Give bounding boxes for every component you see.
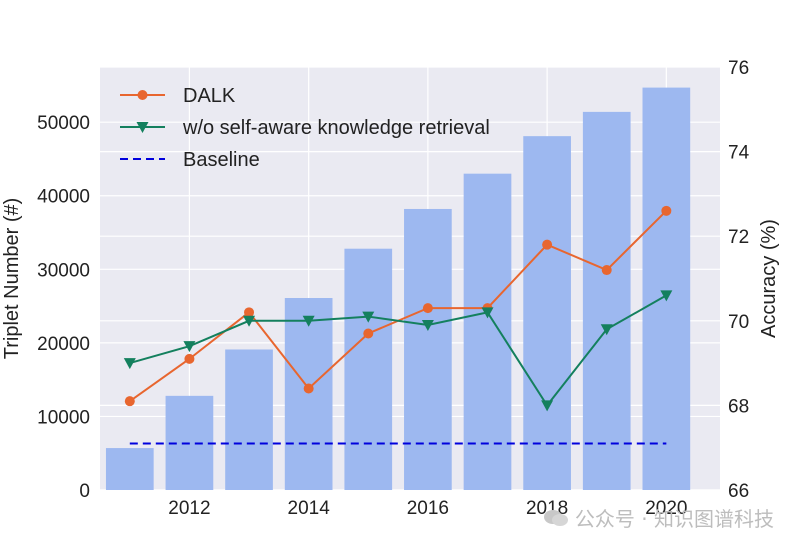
bar-2014 xyxy=(284,297,333,490)
y-tick-right-74: 74 xyxy=(728,143,750,164)
y-tick-left-40000: 40000 xyxy=(37,187,90,208)
series-line-1 xyxy=(129,294,667,408)
point-s1-2017 xyxy=(481,307,494,319)
watermark-text: 公众号 · 知识图谱科技 xyxy=(574,507,774,531)
legend-marker-0 xyxy=(137,90,148,100)
point-s1-2014 xyxy=(302,315,315,327)
point-s0-2013 xyxy=(244,307,255,318)
x-tick-2016: 2016 xyxy=(407,498,449,519)
point-s1-2015 xyxy=(362,311,375,323)
series-lines xyxy=(123,205,673,445)
point-s1-2016 xyxy=(421,320,434,332)
legend: DALK w/o self-aware knowledge retrieval Ba… xyxy=(120,85,490,171)
bar-2020 xyxy=(642,87,691,490)
wechat-icon xyxy=(543,509,568,526)
point-s0-2018 xyxy=(542,239,553,250)
y-tick-left-30000: 30000 xyxy=(37,260,90,281)
y-tick-left-50000: 50000 xyxy=(37,113,90,134)
y-axis-label-left: Triplet Number (#) xyxy=(1,198,23,360)
point-s0-2016 xyxy=(422,303,433,314)
legend-label-0: DALK xyxy=(183,85,236,107)
x-tick-2020: 2020 xyxy=(645,498,687,519)
point-s0-2014 xyxy=(303,383,314,394)
watermark: 公众号 · 知识图谱科技 xyxy=(543,503,774,532)
y-tick-right-66: 66 xyxy=(728,481,749,502)
point-s1-2019 xyxy=(600,324,613,336)
bar-2018 xyxy=(523,136,571,490)
point-s1-2018 xyxy=(541,400,554,412)
bar-2013 xyxy=(225,349,273,490)
bar-2011 xyxy=(105,448,154,490)
point-s0-2015 xyxy=(363,328,374,339)
y-tick-left-0: 0 xyxy=(79,481,90,502)
x-tick-2012: 2012 xyxy=(168,498,210,519)
y-tick-right-72: 72 xyxy=(728,227,749,248)
ticks: 0 10000 20000 30000 40000 50000 66 68 70 72 74 76 20… xyxy=(37,58,749,519)
legend-label-2: Baseline xyxy=(183,149,260,171)
x-tick-2014: 2014 xyxy=(288,498,331,519)
legend-marker-1 xyxy=(136,122,149,133)
bar-2019 xyxy=(582,111,631,490)
point-s0-2011 xyxy=(124,396,135,407)
point-s1-2013 xyxy=(243,315,256,327)
point-s0-2020 xyxy=(661,205,672,216)
point-s1-2020 xyxy=(660,290,673,302)
bar-2017 xyxy=(463,173,512,491)
y-tick-right-76: 76 xyxy=(728,58,749,79)
y-tick-right-70: 70 xyxy=(728,312,749,333)
point-s0-2012 xyxy=(184,353,195,364)
y-tick-left-20000: 20000 xyxy=(37,334,90,355)
point-s1-2011 xyxy=(123,358,136,370)
point-s0-2019 xyxy=(601,265,612,276)
y-tick-right-68: 68 xyxy=(728,396,749,417)
y-tick-left-10000: 10000 xyxy=(37,407,90,428)
y-axis-label-right: Accuracy (%) xyxy=(758,219,780,338)
bar-2015 xyxy=(344,248,393,490)
point-s1-2012 xyxy=(183,341,196,353)
legend-label-1: w/o self-aware knowledge retrieval xyxy=(182,117,490,139)
bar-2016 xyxy=(404,208,452,490)
